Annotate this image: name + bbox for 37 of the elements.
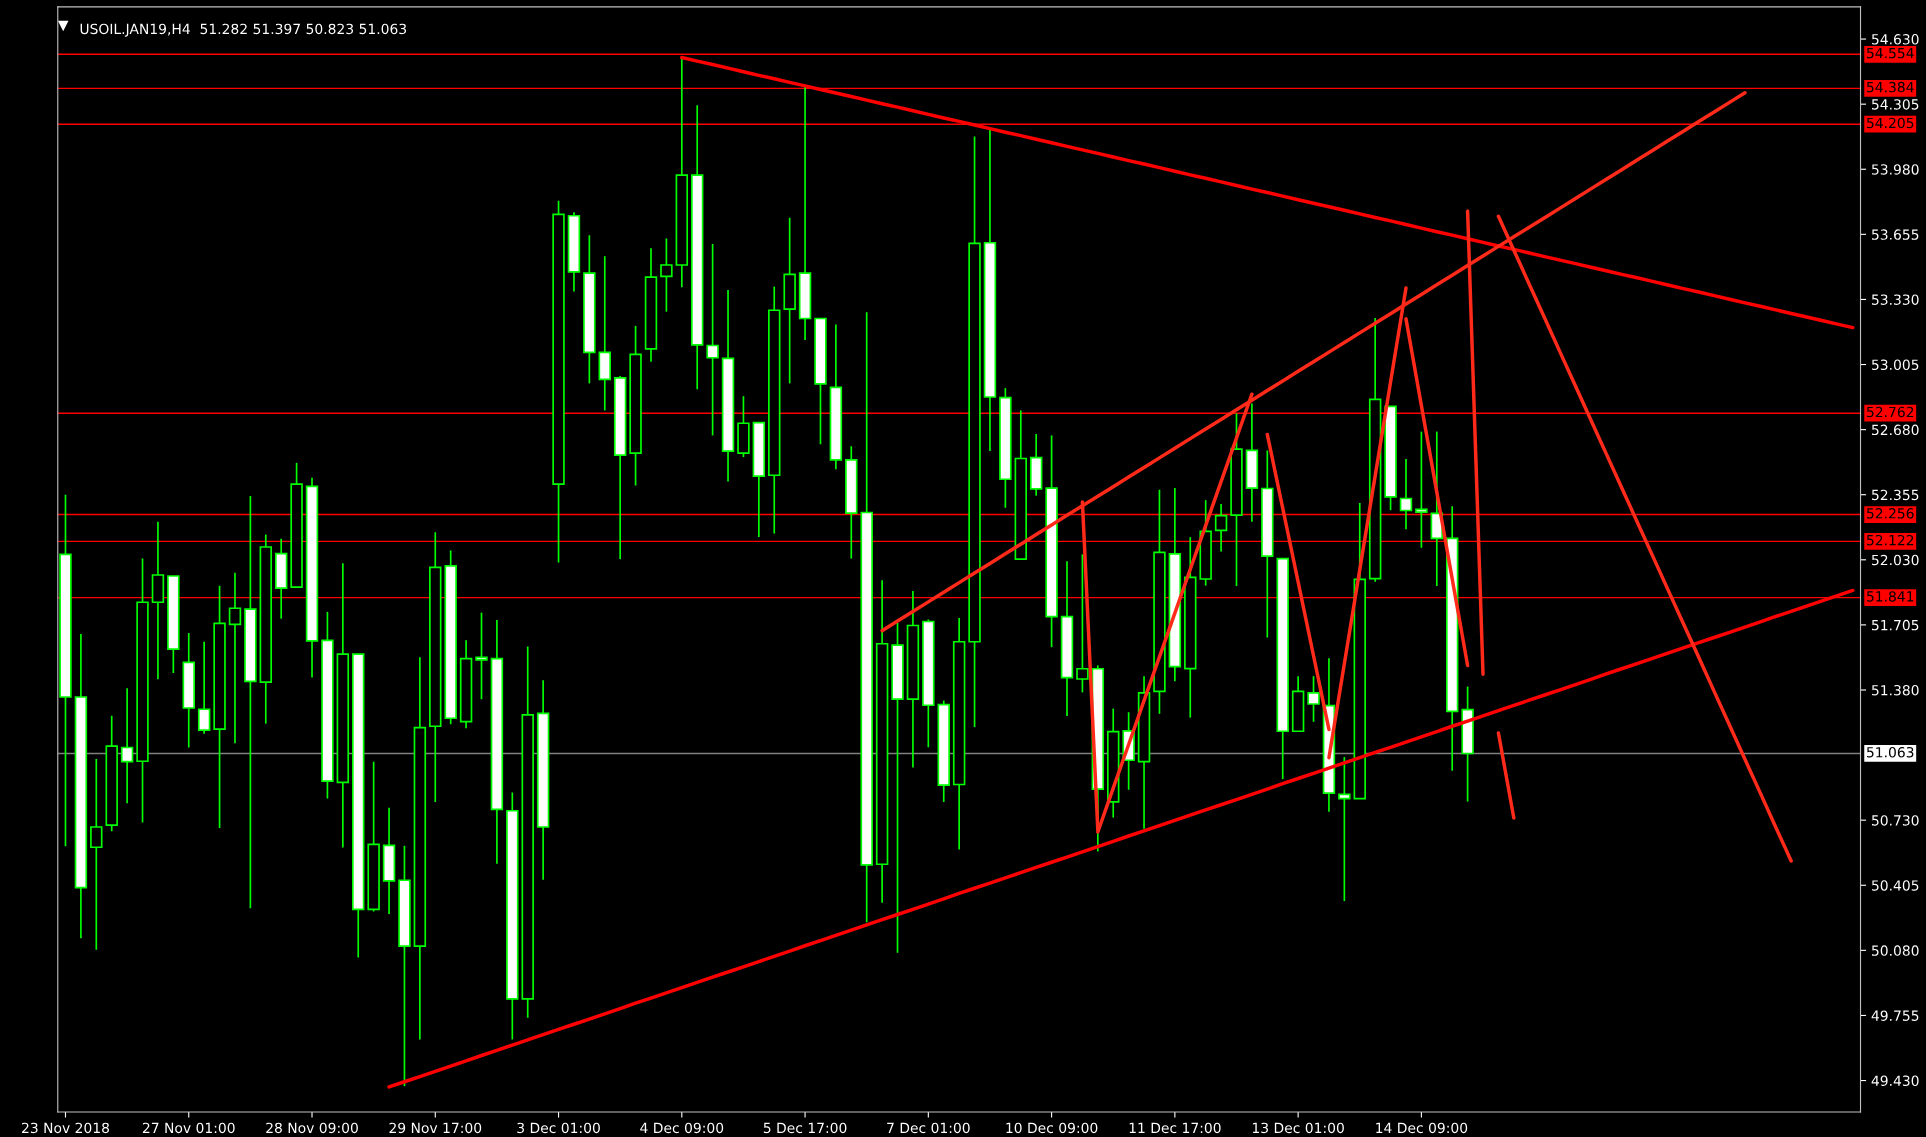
- y-tick-label: 49.430: [1871, 1075, 1919, 1087]
- y-tick-label: 50.730: [1872, 815, 1919, 826]
- ref-line-label: 52.762: [1867, 406, 1914, 418]
- ref-line-label: 52.122: [1867, 534, 1914, 546]
- x-tick-label: 10 Dec 09:00: [1006, 1122, 1098, 1134]
- ref-line-label: 52.256: [1867, 508, 1914, 519]
- x-tick-label: 4 Dec 09:00: [640, 1122, 724, 1134]
- x-tick-label: 13 Dec 01:00: [1252, 1122, 1344, 1134]
- x-tick-label: 28 Nov 09:00: [266, 1122, 358, 1134]
- y-tick-label: 53.655: [1872, 229, 1919, 240]
- text: USOIL.JAN19,H4 51.282 51.397 50.823 51.063: [80, 23, 407, 37]
- x-tick-label: 7 Dec 01:00: [887, 1122, 970, 1134]
- x-tick-label: 23 Nov 2018: [22, 1122, 110, 1134]
- ref-line-label: 54.554: [1867, 48, 1914, 59]
- y-tick-label: 51.380: [1872, 684, 1919, 696]
- x-tick-label: 27 Nov 01:00: [142, 1122, 235, 1134]
- ref-line-label: 54.384: [1867, 81, 1914, 93]
- x-tick-label: 3 Dec 01:00: [517, 1122, 600, 1134]
- y-tick-label: 53.330: [1872, 294, 1919, 305]
- ref-line-label: 51.841: [1867, 591, 1914, 602]
- y-tick-label: 51.705: [1872, 619, 1919, 631]
- y-tick-label: 53.005: [1872, 359, 1919, 370]
- y-tick-label: 54.305: [1872, 99, 1919, 110]
- ref-line-label: 51.063: [1867, 747, 1914, 758]
- y-tick-label: 50.405: [1872, 880, 1919, 891]
- x-tick-label: 11 Dec 17:00: [1129, 1122, 1221, 1134]
- y-tick-label: 52.030: [1872, 554, 1919, 566]
- x-tick-label: 29 Nov 17:00: [389, 1122, 482, 1134]
- ref-line-label: 54.205: [1867, 117, 1914, 129]
- y-tick-label: 52.355: [1872, 489, 1919, 501]
- y-tick-label: 52.680: [1872, 424, 1919, 436]
- x-tick-label: 5 Dec 17:00: [763, 1122, 847, 1134]
- y-tick-label: 53.980: [1872, 164, 1919, 175]
- y-tick-label: 49.755: [1871, 1010, 1919, 1021]
- y-tick-label: 50.080: [1872, 945, 1919, 956]
- y-tick-label: 54.630: [1872, 34, 1919, 45]
- x-tick-label: 14 Dec 09:00: [1376, 1122, 1468, 1134]
